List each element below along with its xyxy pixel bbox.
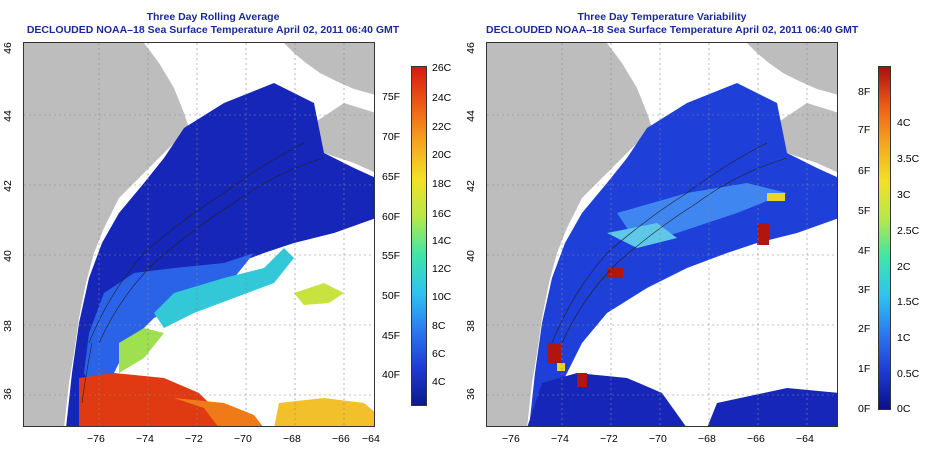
right-map-title: Three Day Temperature Variability DECLOU… <box>486 11 859 36</box>
left-cbar-f-50: 50F <box>382 290 401 302</box>
left-map-title: Three Day Rolling Average DECLOUDED NOAA… <box>26 11 400 36</box>
right-x-tick-7: −64 <box>796 433 814 445</box>
left-y-tick-5: 38 <box>1 320 14 332</box>
right-cbar-c-1-5: 1.5C <box>897 296 920 308</box>
right-cbar-c-1: 1C <box>897 332 911 344</box>
left-cbar-f-65: 65F <box>382 171 401 183</box>
right-cbar-f-1: 1F <box>858 363 871 375</box>
right-x-tick-5: −68 <box>698 433 716 445</box>
right-cbar-c-3: 3C <box>897 189 911 201</box>
left-y-tick-1: 46 <box>1 42 14 54</box>
right-cbar-f-8: 8F <box>858 86 871 98</box>
right-y-tick-6: 36 <box>464 388 477 400</box>
left-cbar-f-45: 45F <box>382 330 401 342</box>
right-x-tick-3: −72 <box>600 433 618 445</box>
right-cbar-c-0: 0C <box>897 403 911 415</box>
left-cbar-c-24: 24C <box>432 92 452 104</box>
left-x-tick-5: −68 <box>283 433 301 445</box>
right-cbar-f-6: 6F <box>858 165 871 177</box>
left-y-tick-6: 36 <box>1 388 14 400</box>
right-y-tick-1: 46 <box>464 42 477 54</box>
left-x-tick-1: −76 <box>87 433 105 445</box>
right-x-tick-6: −66 <box>747 433 765 445</box>
left-y-tick-3: 42 <box>1 180 14 192</box>
right-x-tick-2: −74 <box>551 433 569 445</box>
left-cbar-c-26: 26C <box>432 62 452 74</box>
right-y-tick-3: 42 <box>464 180 477 192</box>
right-cbar-c-4: 4C <box>897 117 911 129</box>
left-cbar-c-12: 12C <box>432 263 452 275</box>
left-y-tick-2: 44 <box>1 110 14 122</box>
left-cbar-f-40: 40F <box>382 369 401 381</box>
left-cbar-c-14: 14C <box>432 235 452 247</box>
right-x-tick-4: −70 <box>649 433 667 445</box>
right-cbar-f-0: 0F <box>858 403 871 415</box>
right-cbar-f-5: 5F <box>858 205 871 217</box>
sst-average-map[interactable] <box>23 42 375 427</box>
left-cbar-c-6: 6C <box>432 348 446 360</box>
left-cbar-f-70: 70F <box>382 131 401 143</box>
right-cbar-c-2: 2C <box>897 261 911 273</box>
left-x-tick-7: −64 <box>362 433 380 445</box>
right-colorbar <box>878 66 891 410</box>
right-cbar-c-3-5: 3.5C <box>897 153 920 165</box>
left-cbar-c-20: 20C <box>432 149 452 161</box>
left-colorbar <box>411 66 427 406</box>
sst-variability-map[interactable] <box>486 42 838 427</box>
left-cbar-c-18: 18C <box>432 178 452 190</box>
right-cbar-c-0-5: 0.5C <box>897 368 920 380</box>
left-x-tick-3: −72 <box>185 433 203 445</box>
right-cbar-f-2: 2F <box>858 323 871 335</box>
left-x-tick-6: −66 <box>332 433 350 445</box>
left-cbar-f-55: 55F <box>382 250 401 262</box>
right-cbar-f-7: 7F <box>858 124 871 136</box>
left-cbar-c-22: 22C <box>432 121 452 133</box>
right-cbar-f-4: 4F <box>858 245 871 257</box>
left-cbar-c-4: 4C <box>432 376 446 388</box>
right-x-tick-1: −76 <box>502 433 520 445</box>
right-y-tick-4: 40 <box>464 250 477 262</box>
left-cbar-c-16: 16C <box>432 208 452 220</box>
left-cbar-c-8: 8C <box>432 320 446 332</box>
left-x-tick-2: −74 <box>136 433 154 445</box>
right-cbar-f-3: 3F <box>858 284 871 296</box>
right-y-tick-2: 44 <box>464 110 477 122</box>
left-cbar-f-75: 75F <box>382 91 401 103</box>
left-y-tick-4: 40 <box>1 250 14 262</box>
left-cbar-c-10: 10C <box>432 291 452 303</box>
right-y-tick-5: 38 <box>464 320 477 332</box>
right-cbar-c-2-5: 2.5C <box>897 225 920 237</box>
left-cbar-f-60: 60F <box>382 211 401 223</box>
left-x-tick-4: −70 <box>234 433 252 445</box>
